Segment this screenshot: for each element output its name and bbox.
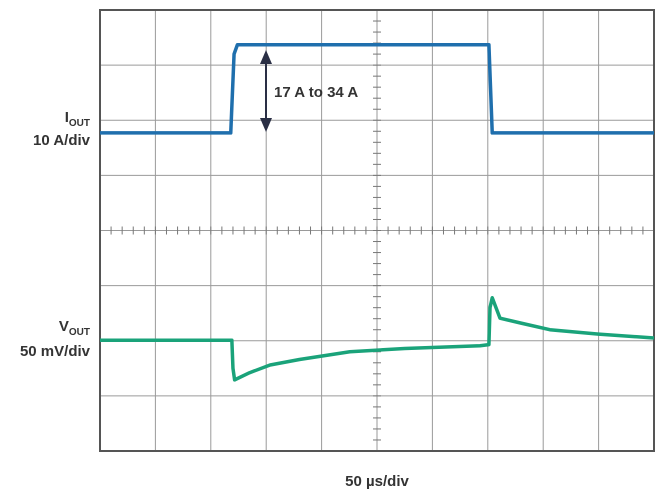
trace — [100, 296, 655, 382]
arrow-head — [260, 118, 272, 132]
trace — [100, 42, 654, 135]
arrow-head — [260, 50, 272, 64]
label-main: V — [59, 318, 69, 335]
channel-scale: 50 mV/div — [20, 343, 91, 360]
x-axis-label: 50 µs/div — [345, 473, 409, 490]
plot-frame — [99, 9, 655, 452]
label-sub: OUT — [69, 327, 90, 338]
label-sub: OUT — [69, 118, 90, 129]
plot — [99, 9, 655, 452]
channel-label: IOUT — [65, 109, 90, 129]
annotation: 17 A to 34 A — [274, 84, 358, 101]
label-main: I — [65, 109, 69, 126]
channel-label: VOUT — [59, 318, 90, 338]
channel-scale: 10 A/div — [33, 132, 91, 149]
